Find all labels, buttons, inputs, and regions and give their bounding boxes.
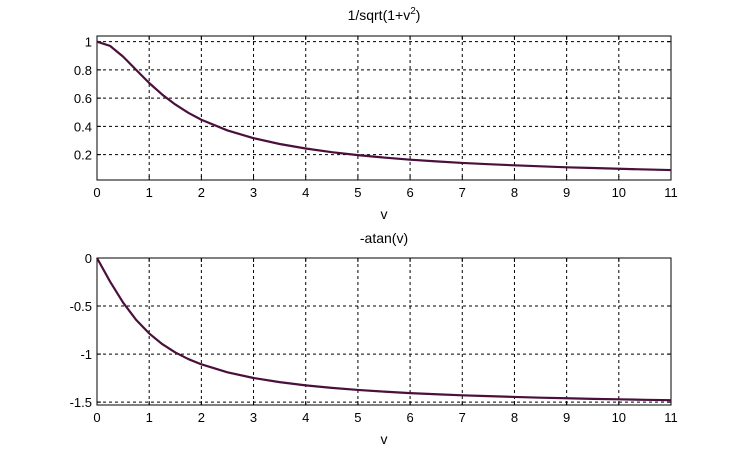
x-tick-label: 0 [93, 410, 100, 425]
plot-title: 1/sqrt(1+v2) [348, 6, 421, 23]
x-tick-label: 8 [511, 410, 518, 425]
x-tick-label: 1 [146, 185, 153, 200]
x-tick-label: 9 [563, 410, 570, 425]
bottom-plot: -atan(v) 0 1 2 3 4 5 6 7 8 9 10 11 0 -0.5 -1 -1.5 v [70, 230, 678, 447]
x-tick-label: 7 [459, 410, 466, 425]
x-tick-label: 6 [406, 185, 413, 200]
x-tick-label: 11 [664, 185, 678, 200]
x-tick-label: 11 [664, 410, 678, 425]
x-tick-label: 3 [250, 185, 257, 200]
top-plot: 1/sqrt(1+v2) 0 1 2 3 4 5 6 7 8 9 10 11 0.2 0.4 0.6 0.8 1 v [74, 6, 678, 222]
x-axis-label: v [381, 431, 388, 447]
x-tick-label: 0 [93, 185, 100, 200]
x-tick-label: 5 [354, 185, 361, 200]
x-tick-label: 5 [354, 410, 361, 425]
plot-frame [96, 257, 672, 406]
x-tick-label: 3 [250, 410, 257, 425]
x-tick-label: 7 [459, 185, 466, 200]
y-tick-label: -1.5 [70, 395, 92, 410]
x-tick-label: 1 [146, 410, 153, 425]
series-line [96, 257, 672, 402]
y-tick-label: 0 [85, 251, 92, 266]
plot-title: -atan(v) [360, 230, 408, 246]
x-tick-label: 8 [511, 185, 518, 200]
y-tick-label: 1 [85, 35, 92, 50]
x-tick-label: 4 [302, 410, 309, 425]
y-tick-label: -0.5 [70, 299, 92, 314]
y-tick-label: 0.4 [74, 119, 92, 134]
x-tick-label: 4 [302, 185, 309, 200]
x-tick-label: 6 [406, 410, 413, 425]
x-tick-label: 2 [198, 185, 205, 200]
x-axis-label: v [381, 206, 388, 222]
x-tick-label: 10 [612, 410, 626, 425]
x-tick-label: 9 [563, 185, 570, 200]
x-tick-label: 2 [198, 410, 205, 425]
y-tick-label: -1 [80, 347, 92, 362]
y-tick-label: 0.2 [74, 148, 92, 163]
series-line [96, 40, 672, 172]
y-tick-label: 0.8 [74, 63, 92, 78]
x-tick-label: 10 [612, 185, 626, 200]
y-tick-label: 0.6 [74, 91, 92, 106]
plot-frame [96, 35, 672, 181]
